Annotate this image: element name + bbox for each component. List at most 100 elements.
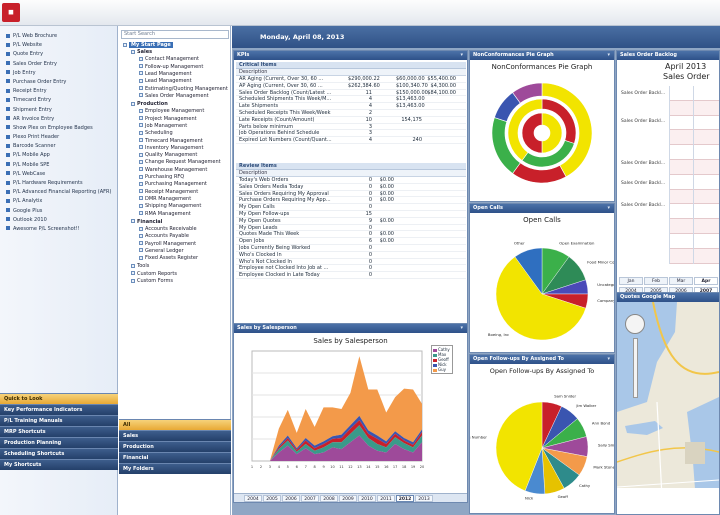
chevron-down-icon[interactable]: ▾ xyxy=(460,325,463,331)
tree-item[interactable]: Accounts Payable xyxy=(139,233,189,240)
shortcut-item[interactable]: Quote Entry xyxy=(0,50,117,59)
tree-item[interactable]: Lead Management xyxy=(139,78,192,85)
year-tab[interactable]: 2009 xyxy=(339,495,357,502)
shortcut-item[interactable]: P/L Hardware Requirements xyxy=(0,179,117,188)
tree-item[interactable]: RMA Management xyxy=(139,211,191,218)
shortcut-item[interactable]: Sales Order Entry xyxy=(0,60,117,69)
kpi-row[interactable]: My Open Quotes 9 $0.00 xyxy=(236,218,466,225)
tree-item[interactable]: Follow-up Management xyxy=(139,64,203,71)
shortcut-item[interactable]: Purchase Order Entry xyxy=(0,78,117,87)
shortcut-item[interactable]: P/L Advanced Financial Reporting (AFR) xyxy=(0,188,117,197)
kpi-row[interactable]: Open Jobs 6 $0.00 xyxy=(236,238,466,245)
shortcut-item[interactable]: P/L Mobile SPE xyxy=(0,161,117,170)
tree-item[interactable]: Timecard Management xyxy=(139,138,203,145)
chevron-down-icon[interactable]: ▾ xyxy=(607,356,610,362)
tree-item[interactable]: Shipping Management xyxy=(139,203,201,210)
shortcut-item[interactable]: P/L Website xyxy=(0,41,117,50)
shortcut-item[interactable]: AR Invoice Entry xyxy=(0,115,117,124)
month-tab[interactable]: Feb xyxy=(644,277,668,285)
google-map[interactable] xyxy=(617,302,719,488)
tree-item[interactable]: Custom Forms xyxy=(131,278,173,285)
kpi-row[interactable]: My Open Follow-ups 15 xyxy=(236,211,466,218)
kpi-row[interactable]: Job Operations Behind Schedule 3 xyxy=(236,130,466,138)
left-nav-button[interactable]: Scheduling Shortcuts xyxy=(0,448,118,459)
kpi-row[interactable]: Who's Not Clocked In 0 xyxy=(236,259,466,266)
kpi-row[interactable]: AP Aging (Current, Over 30, 60 ... $262,3… xyxy=(236,83,466,90)
year-tab[interactable]: 2013 xyxy=(415,495,433,502)
critical-items-header[interactable]: Critical Items xyxy=(236,62,466,69)
kpi-row[interactable]: Late Receipts (Count/Amount) 10 154,175 xyxy=(236,117,466,124)
kpi-row[interactable]: Who's Clocked In 0 xyxy=(236,252,466,259)
month-tab[interactable]: Mar xyxy=(669,277,693,285)
kpi-row[interactable]: Employee Clocked in Late Today 0 xyxy=(236,272,466,279)
shortcut-item[interactable]: Show Plex on Employee Badges xyxy=(0,124,117,133)
tree-item[interactable]: Warehouse Management xyxy=(139,167,207,174)
shortcut-item[interactable]: Receipt Entry xyxy=(0,87,117,96)
calendar-event[interactable]: Sales Order Backl... xyxy=(621,203,666,208)
tree-item[interactable]: Receipt Management xyxy=(139,189,198,196)
category-nav-button[interactable]: Financial xyxy=(119,452,231,463)
tree-item[interactable]: Tools xyxy=(131,263,149,270)
calendar-event[interactable]: Sales Order Backl... xyxy=(621,181,666,186)
tree-search-input[interactable]: Start Search xyxy=(121,30,229,39)
shortcut-item[interactable]: P/L Web Brochure xyxy=(0,32,117,41)
chevron-down-icon[interactable]: ▾ xyxy=(607,205,610,211)
tree-item[interactable]: Custom Reports xyxy=(131,271,177,278)
map-zoom-slider[interactable] xyxy=(633,338,638,398)
shortcut-item[interactable]: P/L WebCase xyxy=(0,170,117,179)
tree-item[interactable]: Purchasing Management xyxy=(139,181,207,188)
left-nav-button[interactable]: Production Planning xyxy=(0,437,118,448)
month-tab[interactable]: Jan xyxy=(619,277,643,285)
backlog-calendar[interactable]: April 2013 Sales Order Sales Order Backl… xyxy=(617,60,719,275)
kpi-row[interactable]: My Open Calls 0 xyxy=(236,204,466,211)
left-nav-button[interactable]: Key Performance Indicators xyxy=(0,404,118,415)
shortcut-item[interactable]: Barcode Scanner xyxy=(0,142,117,151)
kpi-row[interactable]: Jobs Currently Being Worked 0 xyxy=(236,245,466,252)
category-nav-button[interactable]: My Folders xyxy=(119,463,231,474)
shortcut-item[interactable]: Job Entry xyxy=(0,69,117,78)
tree-item[interactable]: Job Management xyxy=(139,123,187,130)
kpi-row[interactable]: Sales Order Backlog (Count/Latest ... 11 $… xyxy=(236,90,466,97)
category-nav-button[interactable]: Production xyxy=(119,441,231,452)
year-tab[interactable]: 2006 xyxy=(282,495,300,502)
kpi-row[interactable]: Parts below minimum 3 xyxy=(236,124,466,131)
tree-item[interactable]: Sales xyxy=(131,49,152,56)
left-nav-button[interactable]: P/L Training Manuals xyxy=(0,415,118,426)
tree-item[interactable]: Lead Management xyxy=(139,71,192,78)
tree-item[interactable]: Scheduling xyxy=(139,130,173,137)
shortcut-item[interactable]: Outlook 2010 xyxy=(0,216,117,225)
tree-item[interactable]: Contact Management xyxy=(139,56,199,63)
year-tab[interactable]: 2008 xyxy=(320,495,338,502)
kpi-row[interactable]: Today's Web Orders 0 $0.00 xyxy=(236,177,466,184)
kpi-row[interactable]: Scheduled Shipments This Week/M... 4 $13,4… xyxy=(236,96,466,104)
tree-root[interactable]: My Start Page xyxy=(123,42,173,49)
tree-item[interactable]: Payroll Management xyxy=(139,241,196,248)
tree-item[interactable]: Quality Management xyxy=(139,152,197,159)
shortcut-item[interactable]: Google Plus xyxy=(0,207,117,216)
kpi-row[interactable]: Employee not Clocked Into Job at ... 0 xyxy=(236,265,466,273)
kpi-row[interactable]: AR Aging (Current, Over 30, 60 ... $290,0… xyxy=(236,76,466,83)
tree-item[interactable]: Sales Order Management xyxy=(139,93,209,100)
kpi-row[interactable]: Sales Orders Requiring My Approval 0 $0.00 xyxy=(236,191,466,198)
shortcut-item[interactable]: P/L Mobile App xyxy=(0,151,117,160)
shortcut-item[interactable]: Shipment Entry xyxy=(0,106,117,115)
calendar-event[interactable]: Sales Order Backl... xyxy=(621,119,666,124)
tree-item[interactable]: Project Management xyxy=(139,116,197,123)
left-nav-button[interactable]: MRP Shortcuts xyxy=(0,426,118,437)
kpi-row[interactable]: Scheduled Receipts This Week/Week 2 xyxy=(236,110,466,117)
category-nav-button[interactable]: All xyxy=(119,419,231,430)
shortcut-item[interactable]: Plexo Print Header xyxy=(0,133,117,142)
kpi-row[interactable]: My Open Leads 0 xyxy=(236,225,466,232)
tree-item[interactable]: Fixed Assets Register xyxy=(139,255,198,262)
kpi-row[interactable]: Expired Lot Numbers (Count/Quant... 4 240 xyxy=(236,137,466,144)
chevron-down-icon[interactable]: ▾ xyxy=(460,52,463,58)
tree-item[interactable]: Change Request Management xyxy=(139,159,221,166)
year-tab[interactable]: 2007 xyxy=(301,495,319,502)
tree-item[interactable]: Production xyxy=(131,101,168,108)
year-tab[interactable]: 2010 xyxy=(358,495,376,502)
tree-item[interactable]: Accounts Receivable xyxy=(139,226,197,233)
month-tab[interactable]: Apr xyxy=(694,277,718,285)
tree-item[interactable]: Financial xyxy=(131,219,162,226)
tree-item[interactable]: DMR Management xyxy=(139,196,191,203)
tree-item[interactable]: Inventory Management xyxy=(139,145,203,152)
